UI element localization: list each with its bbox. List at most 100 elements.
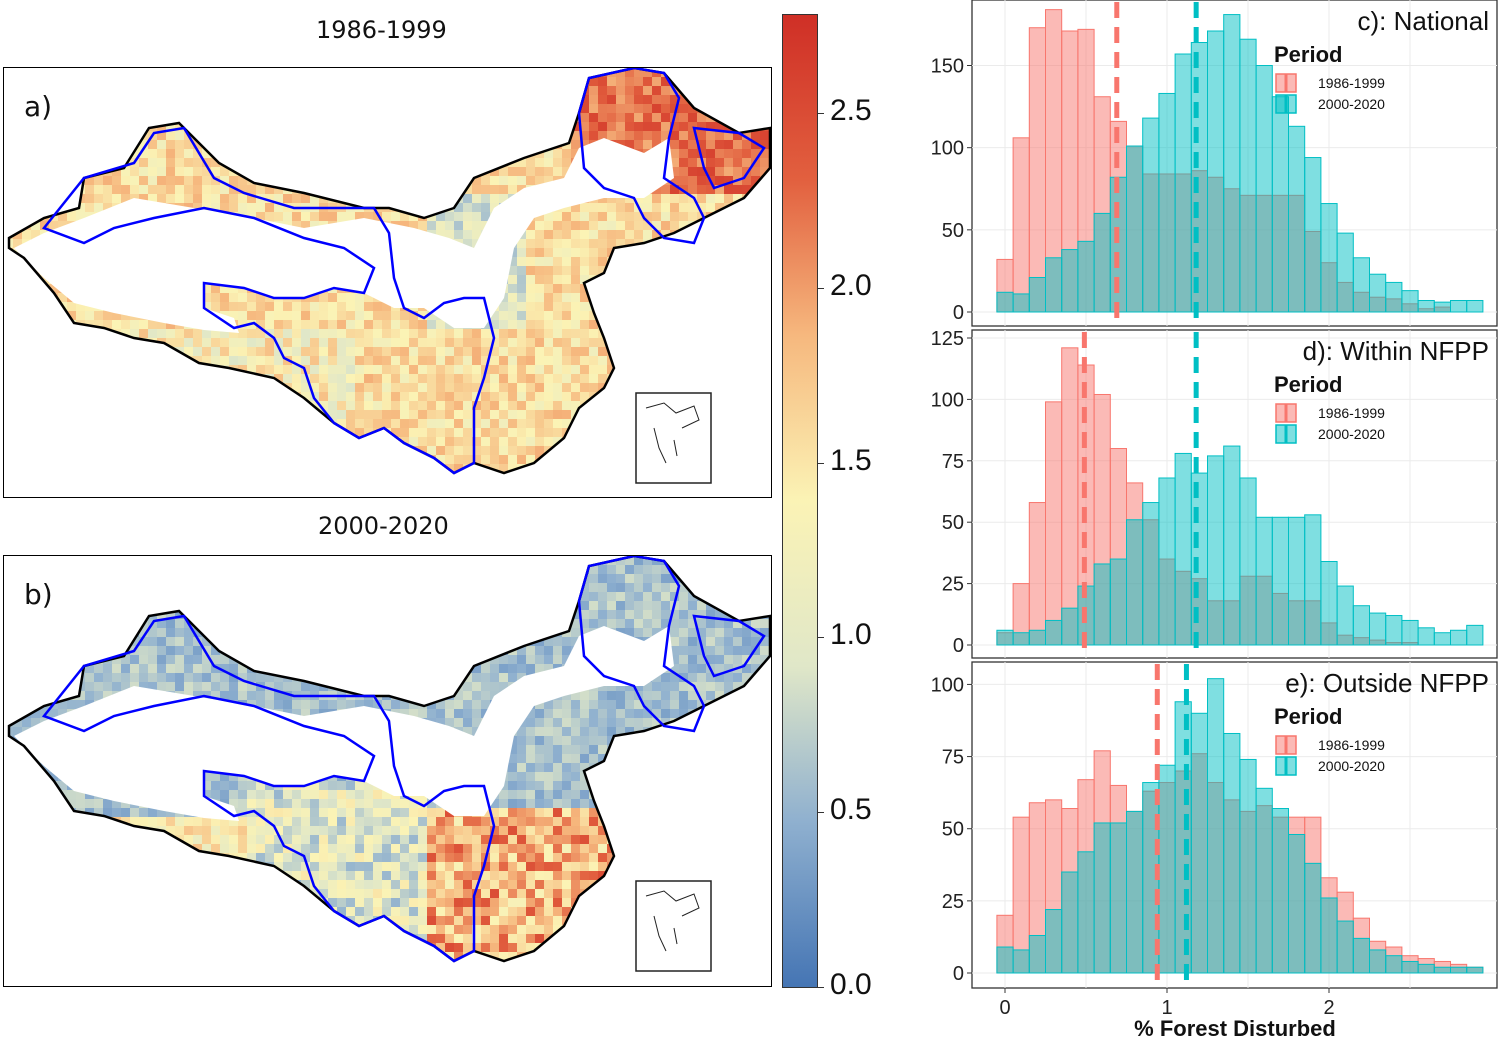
raster-cell	[256, 455, 265, 464]
raster-cell	[589, 473, 598, 482]
raster-cell	[616, 419, 625, 428]
raster-cell	[427, 320, 436, 329]
raster-cell	[13, 556, 22, 565]
raster-cell	[553, 374, 562, 383]
raster-cell	[769, 374, 770, 383]
raster-cell	[517, 347, 526, 356]
raster-cell	[31, 329, 40, 338]
raster-cell	[436, 149, 445, 158]
raster-cell	[508, 140, 517, 149]
raster-cell	[526, 284, 535, 293]
raster-cell	[679, 230, 688, 239]
raster-cell	[607, 410, 616, 419]
raster-cell	[94, 131, 103, 140]
raster-cell	[562, 455, 571, 464]
raster-cell	[499, 167, 508, 176]
raster-cell	[625, 140, 634, 149]
raster-cell	[607, 446, 616, 455]
raster-cell	[553, 437, 562, 446]
raster-cell	[373, 86, 382, 95]
raster-cell	[211, 383, 220, 392]
raster-cell	[337, 628, 346, 637]
raster-cell	[193, 419, 202, 428]
raster-cell	[535, 176, 544, 185]
raster-cell	[85, 122, 94, 131]
raster-cell	[166, 338, 175, 347]
raster-cell	[544, 275, 553, 284]
raster-cell	[166, 86, 175, 95]
raster-cell	[40, 437, 49, 446]
raster-cell	[265, 131, 274, 140]
raster-cell	[139, 437, 148, 446]
raster-cell	[355, 619, 364, 628]
raster-cell	[148, 401, 157, 410]
raster-cell	[580, 68, 589, 77]
raster-cell	[517, 619, 526, 628]
raster-cell	[679, 311, 688, 320]
raster-cell	[292, 311, 301, 320]
raster-cell	[211, 583, 220, 592]
raster-cell	[274, 464, 283, 473]
raster-cell	[517, 239, 526, 248]
raster-cell	[715, 464, 724, 473]
raster-cell	[508, 419, 517, 428]
raster-cell	[256, 77, 265, 86]
raster-cell	[202, 356, 211, 365]
raster-cell	[301, 473, 310, 482]
raster-cell	[652, 320, 661, 329]
raster-cell	[211, 131, 220, 140]
raster-cell	[58, 68, 67, 77]
raster-cell	[535, 113, 544, 122]
raster-cell	[472, 113, 481, 122]
raster-cell	[436, 230, 445, 239]
raster-cell	[328, 482, 337, 491]
raster-cell	[562, 482, 571, 491]
raster-cell	[724, 257, 733, 266]
raster-cell	[22, 302, 31, 311]
raster-cell	[580, 131, 589, 140]
raster-cell	[103, 592, 112, 601]
raster-cell	[139, 473, 148, 482]
raster-cell	[445, 230, 454, 239]
raster-cell	[40, 401, 49, 410]
raster-cell	[679, 293, 688, 302]
raster-cell	[247, 122, 256, 131]
raster-cell	[40, 194, 49, 203]
raster-cell	[553, 248, 562, 257]
raster-cell	[418, 185, 427, 194]
raster-cell	[445, 455, 454, 464]
raster-cell	[202, 610, 211, 619]
raster-cell	[472, 95, 481, 104]
raster-cell	[499, 556, 508, 565]
raster-cell	[130, 356, 139, 365]
raster-cell	[328, 392, 337, 401]
raster-cell	[760, 473, 769, 482]
raster-cell	[616, 113, 625, 122]
raster-cell	[121, 365, 130, 374]
raster-cell	[589, 383, 598, 392]
raster-cell	[346, 104, 355, 113]
raster-cell	[229, 293, 238, 302]
raster-cell	[49, 473, 58, 482]
raster-cell	[490, 592, 499, 601]
raster-cell	[616, 601, 625, 610]
raster-cell	[184, 338, 193, 347]
raster-cell	[112, 446, 121, 455]
raster-cell	[490, 556, 499, 565]
raster-cell	[400, 68, 409, 77]
raster-cell	[391, 464, 400, 473]
raster-cell	[652, 592, 661, 601]
raster-cell	[76, 491, 85, 497]
raster-cell	[400, 383, 409, 392]
raster-cell	[103, 176, 112, 185]
raster-cell	[589, 464, 598, 473]
raster-cell	[67, 113, 76, 122]
raster-cell	[58, 104, 67, 113]
raster-cell	[409, 158, 418, 167]
raster-cell	[391, 601, 400, 610]
raster-cell	[85, 482, 94, 491]
raster-cell	[751, 556, 760, 565]
raster-cell	[598, 565, 607, 574]
raster-cell	[9, 104, 13, 113]
raster-cell	[742, 437, 751, 446]
